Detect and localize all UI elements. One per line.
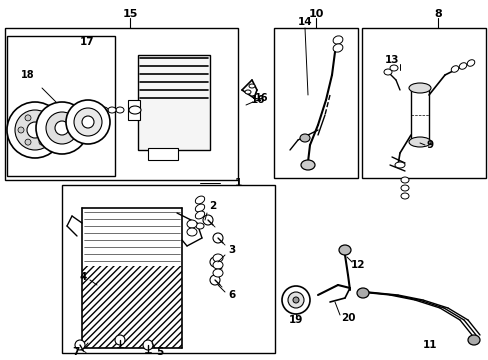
Ellipse shape bbox=[209, 275, 220, 285]
Ellipse shape bbox=[467, 335, 479, 345]
Ellipse shape bbox=[15, 110, 55, 150]
Ellipse shape bbox=[39, 139, 45, 145]
Text: 16: 16 bbox=[255, 93, 268, 103]
Text: 20: 20 bbox=[340, 313, 354, 323]
Text: 19: 19 bbox=[288, 315, 303, 325]
Ellipse shape bbox=[408, 83, 430, 93]
Ellipse shape bbox=[66, 100, 110, 144]
Text: 4: 4 bbox=[79, 272, 86, 282]
Text: 2: 2 bbox=[209, 201, 216, 211]
Ellipse shape bbox=[400, 193, 408, 199]
Text: 13: 13 bbox=[384, 55, 398, 65]
Bar bbox=[148, 148, 178, 160]
Ellipse shape bbox=[356, 288, 368, 298]
Bar bbox=[7, 36, 115, 176]
Ellipse shape bbox=[196, 223, 203, 229]
Ellipse shape bbox=[36, 102, 88, 154]
Bar bbox=[273, 28, 357, 178]
Bar bbox=[138, 55, 209, 150]
Ellipse shape bbox=[25, 139, 31, 145]
Ellipse shape bbox=[75, 340, 85, 350]
Text: 12: 12 bbox=[350, 260, 365, 270]
Text: 15: 15 bbox=[122, 9, 138, 19]
Text: 14: 14 bbox=[297, 17, 312, 27]
Ellipse shape bbox=[213, 261, 223, 269]
Text: 17: 17 bbox=[80, 37, 94, 47]
Text: 1: 1 bbox=[234, 178, 241, 188]
Ellipse shape bbox=[7, 102, 63, 158]
Ellipse shape bbox=[18, 127, 24, 133]
Text: 6: 6 bbox=[228, 290, 235, 300]
Ellipse shape bbox=[46, 127, 52, 133]
Ellipse shape bbox=[186, 220, 197, 228]
Ellipse shape bbox=[213, 254, 223, 262]
Bar bbox=[62, 185, 274, 353]
Ellipse shape bbox=[383, 69, 391, 75]
Text: 11: 11 bbox=[422, 340, 436, 350]
Ellipse shape bbox=[74, 108, 102, 136]
Text: 18: 18 bbox=[21, 70, 35, 80]
Ellipse shape bbox=[394, 162, 404, 168]
Ellipse shape bbox=[82, 116, 94, 128]
Ellipse shape bbox=[338, 245, 350, 255]
Ellipse shape bbox=[301, 160, 314, 170]
Ellipse shape bbox=[129, 106, 141, 114]
Ellipse shape bbox=[27, 122, 43, 138]
Bar bbox=[128, 100, 140, 120]
Ellipse shape bbox=[248, 84, 254, 88]
Ellipse shape bbox=[292, 297, 298, 303]
Ellipse shape bbox=[282, 286, 309, 314]
Ellipse shape bbox=[116, 107, 124, 113]
Ellipse shape bbox=[287, 292, 304, 308]
Ellipse shape bbox=[195, 211, 204, 219]
Ellipse shape bbox=[458, 63, 466, 69]
Bar bbox=[5, 28, 238, 180]
Ellipse shape bbox=[299, 134, 309, 142]
Ellipse shape bbox=[100, 107, 108, 113]
Ellipse shape bbox=[195, 204, 204, 212]
Ellipse shape bbox=[92, 107, 100, 113]
Ellipse shape bbox=[213, 269, 223, 277]
Ellipse shape bbox=[400, 177, 408, 183]
Ellipse shape bbox=[39, 115, 45, 121]
Ellipse shape bbox=[332, 44, 342, 52]
Text: 7: 7 bbox=[72, 347, 80, 357]
Text: 9: 9 bbox=[426, 140, 433, 150]
Ellipse shape bbox=[332, 36, 342, 44]
Ellipse shape bbox=[209, 257, 220, 267]
Ellipse shape bbox=[408, 137, 430, 147]
Ellipse shape bbox=[450, 66, 458, 72]
Ellipse shape bbox=[400, 185, 408, 191]
Ellipse shape bbox=[55, 121, 69, 135]
Ellipse shape bbox=[195, 196, 204, 204]
Text: 16: 16 bbox=[250, 95, 264, 105]
Text: 5: 5 bbox=[156, 347, 163, 357]
Ellipse shape bbox=[244, 90, 250, 94]
Bar bbox=[82, 266, 182, 348]
Text: 8: 8 bbox=[433, 9, 441, 19]
Ellipse shape bbox=[466, 60, 474, 66]
Text: 10: 10 bbox=[307, 9, 323, 19]
Ellipse shape bbox=[25, 115, 31, 121]
Ellipse shape bbox=[186, 228, 197, 236]
Ellipse shape bbox=[389, 65, 397, 71]
Ellipse shape bbox=[46, 112, 78, 144]
Bar bbox=[410, 88, 428, 143]
Bar bbox=[361, 28, 485, 178]
Ellipse shape bbox=[142, 340, 153, 350]
Ellipse shape bbox=[115, 335, 125, 345]
Ellipse shape bbox=[203, 215, 213, 225]
Ellipse shape bbox=[213, 233, 223, 243]
Text: 3: 3 bbox=[228, 245, 235, 255]
Ellipse shape bbox=[108, 107, 116, 113]
